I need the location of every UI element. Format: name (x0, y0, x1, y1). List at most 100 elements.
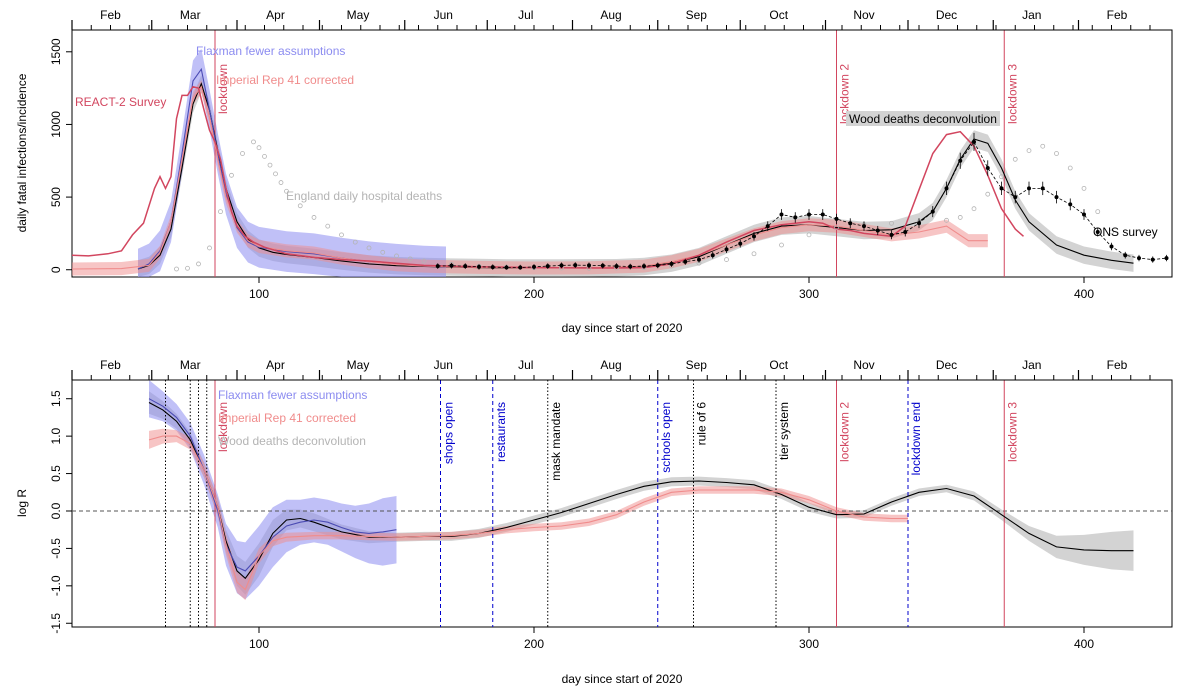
month-label-12: Feb (1107, 358, 1128, 372)
flaxman-label: Flaxman fewer assumptions (196, 44, 345, 58)
ons-point (1095, 229, 1100, 234)
hospital-death-point (421, 258, 427, 264)
hospital-death-point (218, 209, 223, 215)
ons-point (1027, 186, 1031, 191)
ons-series-line (437, 141, 1167, 269)
ons-point (532, 264, 536, 269)
ons-point (1164, 256, 1169, 261)
event-label-11: lockdown 2 (838, 402, 852, 462)
top-axes: 100 200 300 400 0 500 1000 1500 Feb Mar Apr May Jun J… (49, 8, 1156, 301)
ons-point (1013, 195, 1018, 200)
month-label-10: Dec (936, 8, 957, 22)
event-label-7: mask mandate (549, 402, 563, 481)
hospital-death-point (325, 223, 331, 229)
hospital-death-point (262, 154, 267, 159)
event-label-13: lockdown 3 (1005, 402, 1019, 462)
y-tick-label-4: 0.5 (49, 465, 63, 482)
month-label-5: Jul (518, 358, 533, 372)
ons-point (587, 263, 591, 268)
react2-label: REACT-2 Survey (75, 95, 166, 109)
month-label-3: May (347, 8, 370, 22)
y-tick-label-6: 1.5 (49, 390, 63, 407)
ons-point (614, 264, 619, 269)
y-tick-label-0: 0 (49, 266, 63, 273)
ons-point (862, 224, 866, 229)
hospital-death-point (999, 174, 1004, 180)
ons-point (917, 221, 921, 226)
ons-point (724, 247, 729, 252)
month-label-4: Jun (434, 358, 453, 372)
ons-point (1123, 253, 1128, 258)
series-line-0 (148, 402, 1134, 580)
y-tick-label-3: 1500 (49, 38, 63, 65)
ons-point (958, 158, 963, 163)
hospital-death-point (394, 253, 399, 259)
top-x-axis-label: day since start of 2020 (562, 321, 683, 335)
event-label-0: lockdown (216, 64, 230, 114)
month-label-7: Sep (686, 358, 708, 372)
x-tick-label-2: 300 (799, 637, 819, 651)
hospital-death-point (806, 232, 812, 238)
hospital-death-point (311, 215, 317, 220)
month-label-6: Aug (600, 8, 621, 22)
hospital-death-point (185, 265, 190, 271)
ons-point (477, 264, 481, 269)
hospital-death-point (273, 171, 278, 177)
month-label-9: Nov (853, 358, 874, 372)
ons-point (518, 265, 523, 270)
top-event-lines: lockdown lockdown 2 lockdown 3 (214, 30, 1019, 277)
event-label-8: schools open (659, 402, 673, 473)
ons-point (1137, 256, 1141, 261)
hospital-death-point (240, 151, 245, 156)
y-tick-label-5: 1.0 (49, 427, 63, 444)
month-label-4: Jun (434, 8, 453, 22)
hospital-death-point (352, 239, 358, 245)
ons-point (463, 264, 468, 269)
bottom-x-axis-label: day since start of 2020 (562, 672, 683, 686)
top-series-lines (71, 67, 1169, 272)
ons-point (669, 261, 674, 266)
ons-point (875, 228, 880, 233)
month-label-10: Dec (936, 358, 957, 372)
month-label-1: Mar (180, 8, 201, 22)
wood-label-background (846, 111, 1000, 126)
ons-point (1150, 257, 1155, 262)
y-tick-label-1: -1.0 (49, 575, 63, 596)
hospital-death-point (196, 261, 201, 267)
hospital-death-point (207, 245, 212, 251)
hospital-death-point (278, 180, 284, 185)
hospital-death-point (1054, 151, 1059, 156)
month-label-1: Mar (180, 358, 201, 372)
ons-point (655, 263, 660, 268)
hospital-death-point (971, 206, 977, 212)
ons-point (545, 264, 550, 269)
band-0 (138, 75, 1134, 277)
hospital-death-point (339, 232, 344, 238)
x-tick-label-3: 400 (1074, 637, 1094, 651)
event-label-9: rule of 6 (695, 402, 709, 446)
ons-point (765, 224, 770, 229)
top-y-axis-label: daily fatal infections/incidence (15, 73, 29, 232)
x-tick-label-0: 100 (249, 637, 269, 651)
hospital-death-point (267, 162, 273, 168)
x-tick-label-3: 400 (1074, 287, 1094, 301)
band-1 (149, 380, 397, 600)
month-label-3: May (347, 358, 370, 372)
bottom-series-lines (148, 398, 1134, 591)
x-tick-label-1: 200 (524, 287, 544, 301)
month-label-2: Apr (266, 358, 285, 372)
ons-point (985, 166, 990, 171)
hospital-death-point (985, 191, 991, 197)
hospital-death-point (229, 172, 234, 178)
event-label-12: lockdown end (909, 402, 923, 475)
band-1 (138, 48, 446, 278)
ons-point (600, 263, 605, 268)
y-tick-label-3: 0.0 (49, 502, 63, 519)
series-line-2 (148, 435, 908, 591)
ons-point (779, 212, 784, 217)
y-tick-label-2: -0.5 (49, 538, 63, 559)
hospital-death-point (724, 257, 729, 262)
bottom-legend: Flaxman fewer assumptions Imperial Rep 4… (218, 388, 367, 448)
hospital-death-point (1081, 185, 1087, 191)
